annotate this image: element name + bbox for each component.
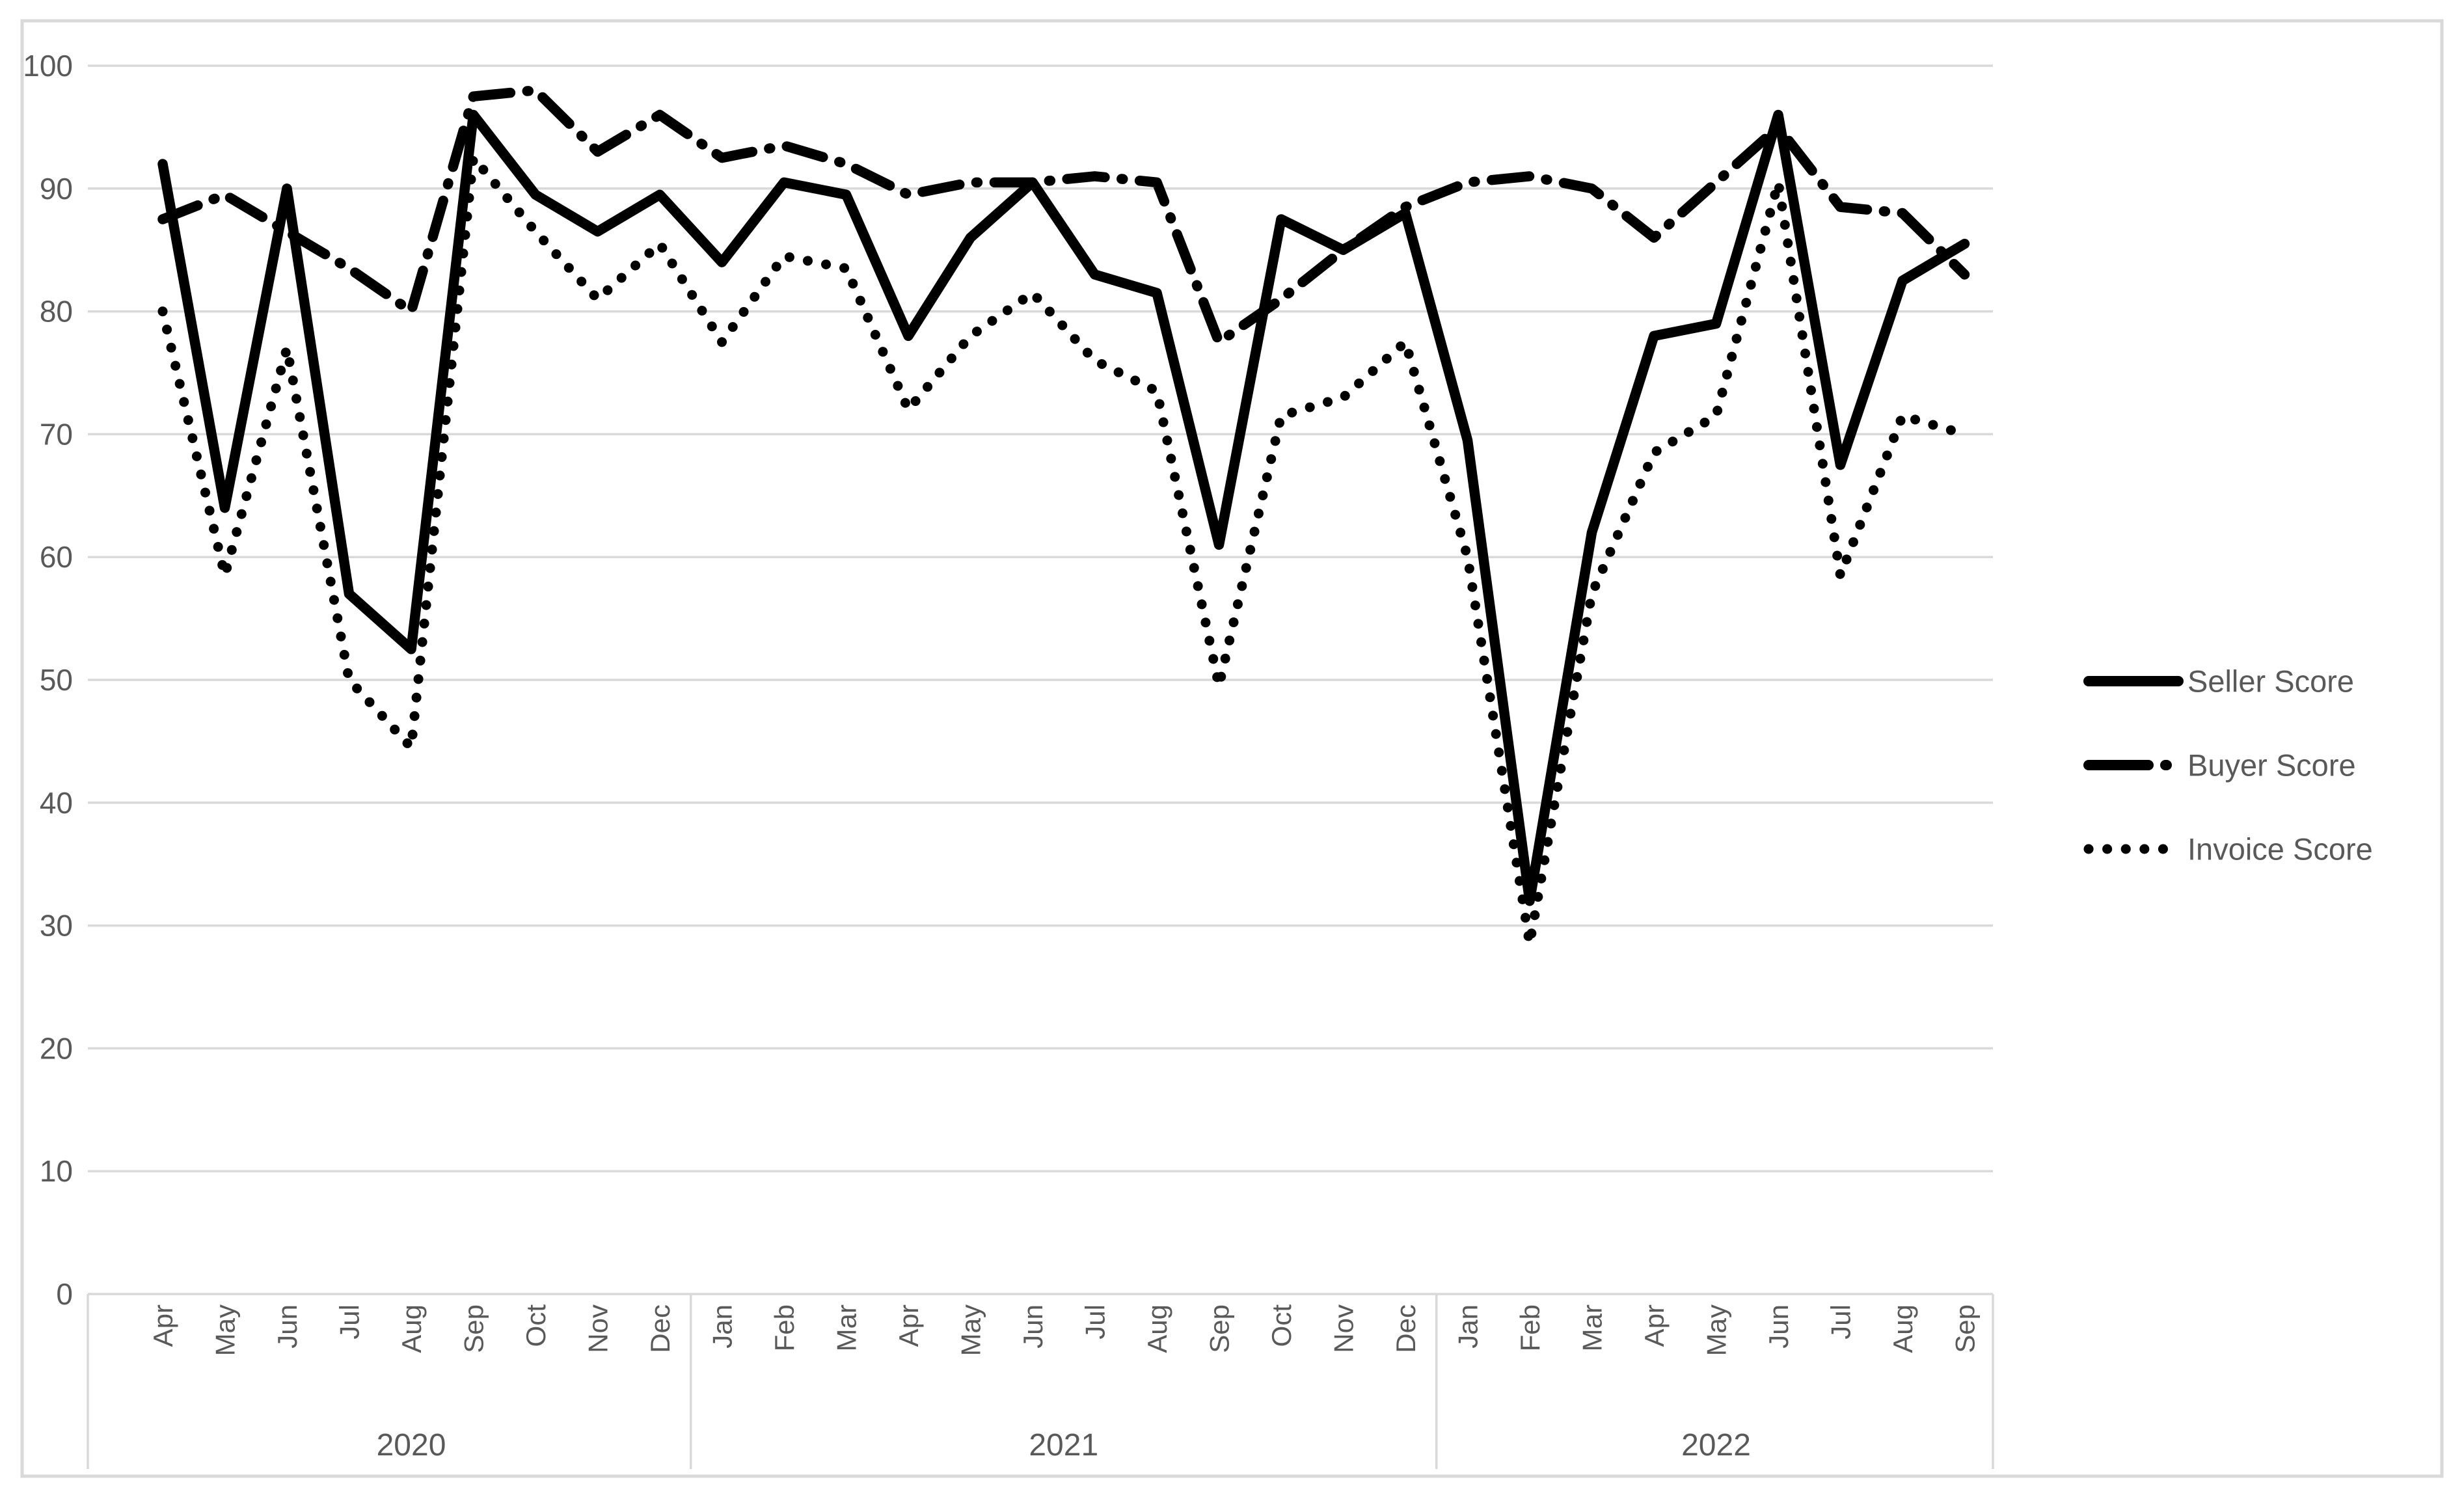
x-tick-label: Sep [1950, 1304, 1981, 1353]
y-tick-label: 20 [40, 1031, 73, 1065]
x-tick-label: Jul [1080, 1304, 1111, 1340]
y-tick-label: 50 [40, 663, 73, 697]
chart-border-layer [20, 19, 2444, 1478]
legend-label: Buyer Score [2187, 748, 2356, 783]
legend-label: Seller Score [2187, 664, 2354, 699]
year-band: 2020 2021 2022 [87, 1294, 1994, 1469]
x-tick-label: Jun [1763, 1304, 1794, 1349]
y-tick-label: 100 [23, 49, 73, 83]
x-tick-label: Jun [1018, 1304, 1048, 1349]
x-tick-label: Jul [334, 1304, 365, 1340]
x-tick-label: Feb [1515, 1304, 1545, 1351]
series-line-seller-score [157, 109, 1970, 906]
series-line-invoice-score [157, 153, 1970, 949]
y-tick-label: 90 [40, 172, 73, 206]
x-tick-label: Mar [1577, 1304, 1608, 1351]
year-label: 2020 [377, 1428, 446, 1463]
year-label: 2021 [1029, 1428, 1098, 1463]
legend-label: Invoice Score [2187, 832, 2373, 867]
chart-outer-border [20, 19, 2444, 1478]
year-label: 2022 [1681, 1428, 1751, 1463]
series-lines [157, 85, 1970, 949]
x-tick-label: Aug [396, 1304, 427, 1353]
x-tick-label: Dec [645, 1304, 675, 1353]
x-tick-label: Dec [1390, 1304, 1421, 1353]
x-tick-label: Oct [1266, 1304, 1297, 1347]
x-tick-label: Mar [832, 1304, 862, 1351]
y-tick-label: 30 [40, 909, 73, 943]
x-tick-label: May [956, 1304, 986, 1356]
x-tick-label: Jan [1453, 1304, 1483, 1349]
y-tick-label: 0 [56, 1277, 73, 1311]
x-axis-labels: Apr May Jun Jul Aug Sep Oct Nov Dec Jan Feb Mar Apr M… [148, 1304, 1981, 1356]
x-tick-label: Jan [707, 1304, 738, 1349]
x-tick-label: Sep [1204, 1304, 1235, 1353]
x-tick-label: Jun [272, 1304, 303, 1349]
x-tick-label: Sep [459, 1304, 489, 1353]
x-tick-label: Jul [1826, 1304, 1856, 1340]
legend: Seller Score Buyer Score Invoice Score [2083, 664, 2373, 867]
x-tick-label: Aug [1888, 1304, 1918, 1353]
x-tick-label: May [210, 1304, 241, 1356]
x-tick-label: Apr [893, 1304, 924, 1347]
x-tick-label: Nov [1329, 1304, 1359, 1353]
series-line-buyer-score [157, 85, 1970, 347]
gridline-layer [88, 64, 1993, 1295]
y-tick-label: 80 [40, 295, 73, 329]
y-tick-label: 70 [40, 417, 73, 451]
y-tick-label: 60 [40, 540, 73, 574]
x-tick-label: Apr [148, 1304, 178, 1347]
x-tick-label: Aug [1142, 1304, 1172, 1353]
y-tick-label: 40 [40, 786, 73, 820]
x-tick-label: Feb [769, 1304, 800, 1351]
x-tick-label: May [1701, 1304, 1732, 1356]
y-axis-labels: 0 10 20 30 40 50 60 70 80 90 100 [23, 49, 73, 1311]
x-tick-label: Nov [583, 1304, 614, 1353]
x-tick-label: Oct [521, 1304, 551, 1347]
y-tick-label: 10 [40, 1154, 73, 1188]
x-tick-label: Apr [1639, 1304, 1670, 1347]
